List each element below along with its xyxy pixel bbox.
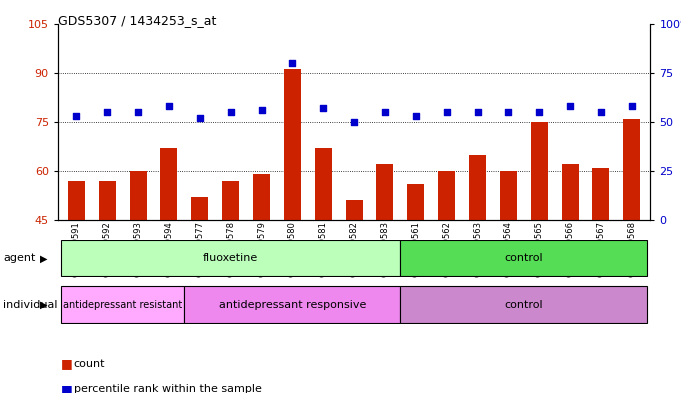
Bar — [346, 200, 362, 220]
Text: ▶: ▶ — [39, 253, 47, 263]
Text: GDS5307 / 1434253_s_at: GDS5307 / 1434253_s_at — [58, 14, 217, 27]
Bar — [623, 119, 640, 220]
Point — [534, 109, 545, 115]
Point — [163, 103, 174, 109]
Bar — [99, 181, 116, 220]
Bar — [400, 241, 647, 276]
Point — [133, 109, 144, 115]
Bar — [407, 184, 424, 220]
Bar — [562, 164, 579, 220]
Bar — [185, 286, 400, 323]
Bar — [592, 168, 609, 220]
Bar — [438, 171, 455, 220]
Point — [379, 109, 390, 115]
Point — [349, 119, 360, 125]
Text: control: control — [505, 253, 543, 263]
Text: ■: ■ — [61, 357, 73, 370]
Text: antidepressant resistant: antidepressant resistant — [63, 299, 183, 310]
Text: count: count — [74, 358, 105, 369]
Point — [101, 109, 112, 115]
Bar — [61, 241, 400, 276]
Point — [472, 109, 483, 115]
Bar — [161, 148, 178, 220]
Text: individual: individual — [3, 299, 58, 310]
Text: ▶: ▶ — [39, 299, 47, 310]
Point — [411, 113, 422, 119]
Bar — [191, 197, 208, 220]
Point — [287, 60, 298, 66]
Bar — [377, 164, 394, 220]
Text: ■: ■ — [61, 382, 73, 393]
Point — [503, 109, 514, 115]
Bar — [61, 286, 185, 323]
Point — [565, 103, 575, 109]
Bar — [284, 70, 301, 220]
Bar — [129, 171, 146, 220]
Point — [256, 107, 267, 113]
Point — [194, 115, 205, 121]
Text: fluoxetine: fluoxetine — [203, 253, 258, 263]
Text: antidepressant responsive: antidepressant responsive — [219, 299, 366, 310]
Text: agent: agent — [3, 253, 36, 263]
Bar — [222, 181, 239, 220]
Point — [225, 109, 236, 115]
Text: percentile rank within the sample: percentile rank within the sample — [74, 384, 262, 393]
Bar — [253, 174, 270, 220]
Bar — [500, 171, 517, 220]
Point — [627, 103, 637, 109]
Bar — [315, 148, 332, 220]
Bar — [68, 181, 85, 220]
Point — [441, 109, 452, 115]
Bar — [400, 286, 647, 323]
Bar — [530, 122, 548, 220]
Text: control: control — [505, 299, 543, 310]
Point — [71, 113, 82, 119]
Bar — [469, 154, 486, 220]
Point — [318, 105, 329, 111]
Point — [595, 109, 606, 115]
